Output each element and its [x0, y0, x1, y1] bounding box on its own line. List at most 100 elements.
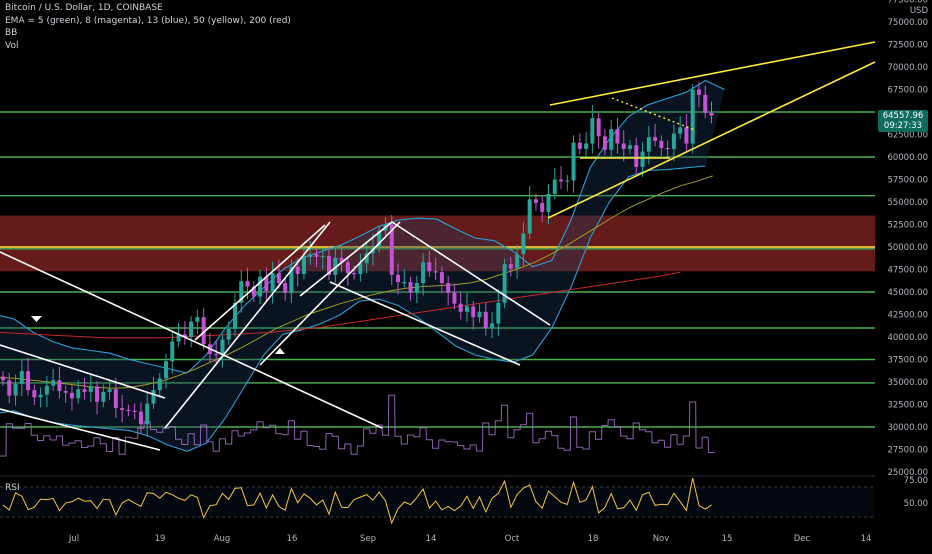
price-axis-label: 45000.00 [887, 288, 928, 298]
up-arrow-marker [275, 348, 285, 354]
candle-body [151, 390, 156, 404]
candle-body [584, 143, 589, 149]
candle-body [95, 386, 100, 402]
candle-body [621, 143, 626, 149]
candle-body [502, 264, 507, 303]
rsi-axis-label: 75.00 [904, 476, 928, 486]
volume-histogram [0, 394, 715, 457]
candle-body [402, 282, 407, 284]
candle-body [164, 361, 169, 379]
price-axis-label: 77500.00 [887, 0, 928, 6]
candle-body [352, 273, 357, 275]
price-axis-label: 50000.00 [887, 243, 928, 253]
candle-body [327, 256, 332, 275]
candle-body [320, 256, 325, 258]
rsi-label: RSI [5, 483, 20, 493]
candle-body [477, 311, 482, 318]
candle-body [283, 283, 288, 293]
candle-body [176, 334, 181, 342]
candle-body [559, 179, 564, 182]
candle-body [7, 380, 12, 396]
time-axis-label: 15 [722, 534, 733, 544]
candle-body [182, 334, 187, 337]
candle-body [452, 292, 457, 304]
candle-body [709, 112, 714, 116]
time-axis-label: Oct [505, 534, 520, 544]
candle-body [396, 274, 401, 283]
candle-body [446, 283, 451, 293]
candle-body [628, 145, 632, 149]
price-axis-label: 75000.00 [887, 18, 928, 28]
candle-body [646, 137, 651, 152]
symbol-title[interactable]: Bitcoin / U.S. Dollar, 1D, COINBASE [5, 3, 163, 13]
last-price-value: 64557.96 [882, 111, 924, 121]
candle-body [565, 180, 570, 182]
price-axis-label: 37500.00 [887, 356, 928, 366]
price-axis-label: 42500.00 [887, 311, 928, 321]
candle-body [345, 262, 350, 274]
price-axis-label: 47500.00 [887, 266, 928, 276]
candle-body [82, 389, 87, 392]
candle-body [26, 371, 31, 391]
rsi-line [2, 477, 712, 525]
candle-body [464, 306, 469, 312]
candle-body [44, 385, 49, 395]
vol-indicator-label[interactable]: Vol [5, 40, 19, 51]
time-axis-label: 18 [588, 534, 599, 544]
candle-body [145, 403, 150, 425]
candle-body [515, 254, 520, 269]
price-axis-label: 62500.00 [887, 131, 928, 141]
down-arrow-marker [31, 316, 42, 322]
candle-body [214, 354, 219, 356]
bb-indicator-label[interactable]: BB [5, 28, 18, 38]
time-axis-label: 14 [861, 534, 872, 544]
price-axis-label: 55000.00 [887, 198, 928, 208]
candle-body [251, 286, 256, 297]
candle-body [220, 339, 225, 355]
time-axis-label: Jul [68, 534, 79, 544]
price-axis-label: 25000.00 [887, 468, 928, 478]
price-axis-label: 67500.00 [887, 86, 928, 96]
wedge-upper-line [549, 41, 876, 106]
candle-body [276, 273, 281, 283]
ema-50-line [0, 175, 713, 389]
candle-body [157, 378, 162, 391]
candle-body [258, 276, 263, 297]
candle-body [527, 199, 532, 234]
candle-body [653, 137, 658, 141]
candle-body [132, 410, 137, 412]
last-price-badge: 64557.96 09:27:33 [878, 110, 928, 132]
candle-body [671, 133, 676, 149]
ema-indicator-label[interactable]: EMA = 5 (green), 8 (magenta), 13 (blue),… [5, 15, 291, 26]
rsi-axis-label: 50.00 [904, 499, 928, 509]
candle-body [540, 202, 545, 212]
candle-body [684, 127, 689, 144]
candle-body [596, 118, 601, 137]
price-axis-label: 57500.00 [887, 176, 928, 186]
candle-body [270, 273, 275, 292]
candle-body [19, 371, 24, 384]
candle-body [602, 136, 607, 150]
trendline-down-3 [0, 408, 161, 451]
candle-body [13, 383, 18, 396]
candle-body [427, 262, 432, 272]
candle-body [634, 145, 639, 167]
candle-body [615, 129, 620, 144]
candle-body [364, 253, 369, 264]
candle-body [703, 94, 708, 113]
candle-body [120, 408, 125, 410]
candle-body [490, 323, 495, 328]
candle-body [521, 233, 526, 255]
candle-body [57, 380, 62, 391]
candle-body [333, 257, 338, 275]
candle-body [339, 257, 344, 263]
candle-body [552, 179, 557, 194]
wedge-lower-line [547, 61, 876, 219]
candle-body [458, 303, 463, 312]
candle-body [571, 142, 576, 181]
time-axis-label: 16 [287, 534, 298, 544]
channel-down-lower [329, 281, 521, 366]
trendline-down-2 [0, 344, 166, 399]
